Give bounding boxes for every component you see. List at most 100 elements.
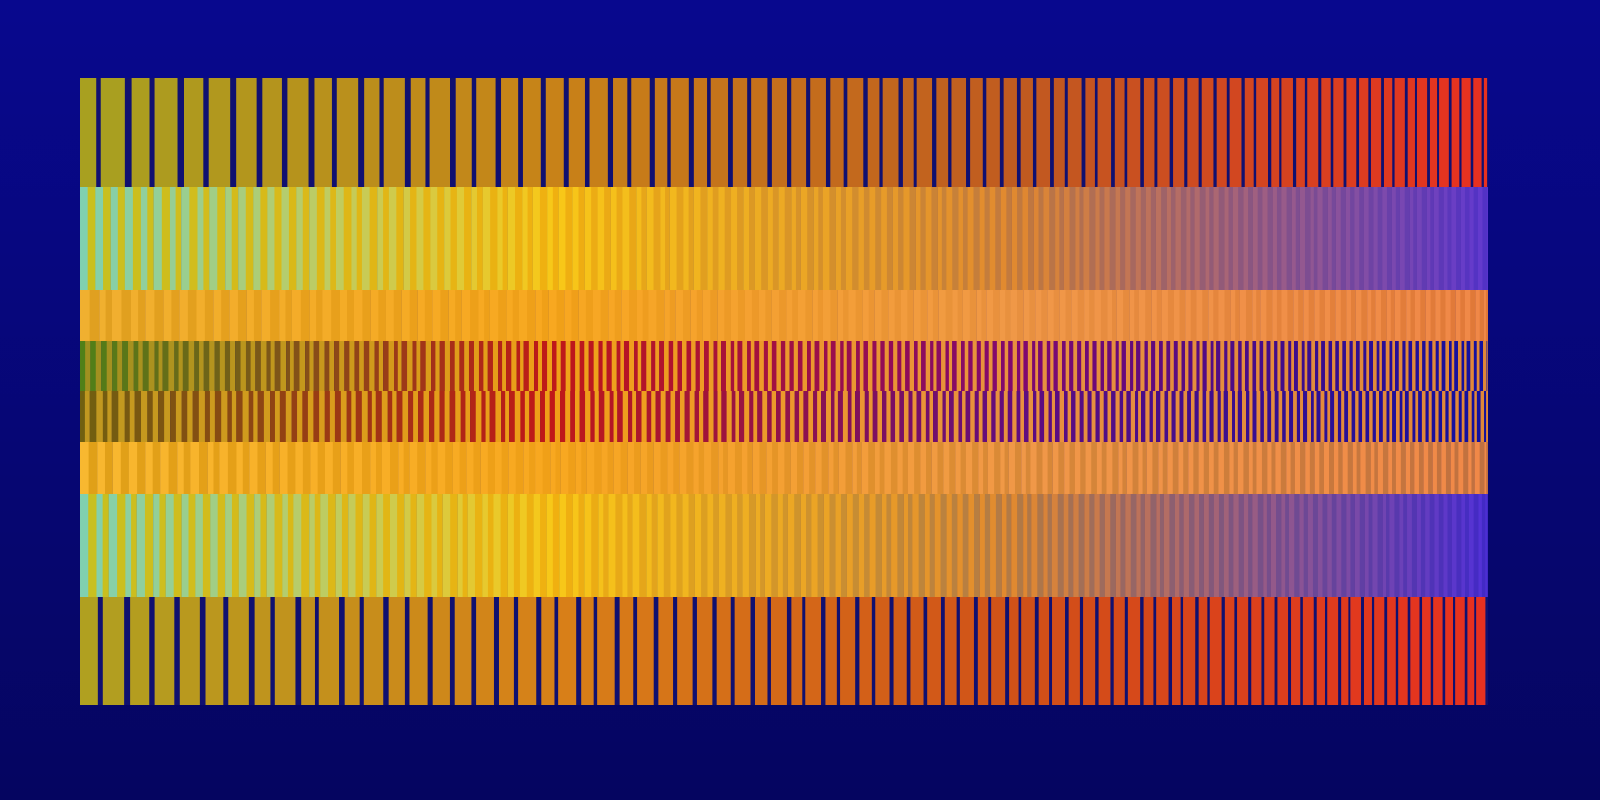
stripe (964, 341, 969, 391)
stripe (1011, 494, 1024, 597)
stripe (1445, 290, 1456, 341)
stripe (369, 187, 378, 290)
stripe (513, 597, 519, 705)
stripe (673, 341, 678, 391)
stripe (941, 187, 947, 290)
stripe (653, 597, 659, 705)
stripe (1143, 78, 1158, 187)
stripe (1307, 78, 1322, 187)
stripe (575, 391, 580, 442)
stripe (840, 187, 846, 290)
stripe (660, 391, 666, 442)
stripe (1049, 187, 1056, 290)
stripe (1300, 597, 1303, 705)
stripe (1079, 597, 1084, 705)
stripe (542, 442, 551, 494)
stripe (1438, 494, 1444, 597)
stripe (1386, 391, 1393, 442)
stripe (1034, 597, 1039, 705)
stripe (829, 494, 836, 597)
stripe (1122, 442, 1127, 494)
stripe (1130, 187, 1136, 290)
stripe (942, 391, 950, 442)
stripe (686, 442, 694, 494)
stripe (1368, 494, 1373, 597)
stripe (349, 341, 355, 391)
stripe (483, 341, 488, 391)
stripe (1044, 391, 1049, 442)
stripe (918, 494, 925, 597)
stripe (95, 341, 102, 391)
stripe (663, 494, 671, 597)
stripe (1453, 597, 1456, 705)
stripe (203, 187, 210, 290)
stripe (1036, 391, 1040, 442)
stripe (1172, 597, 1184, 705)
stripe (528, 341, 535, 391)
stripe (936, 341, 946, 391)
stripe (1416, 494, 1426, 597)
stripe (1038, 597, 1053, 705)
stripe (425, 341, 432, 391)
stripe (889, 597, 894, 705)
stripe (987, 391, 992, 442)
stripe (977, 597, 992, 705)
stripe (960, 442, 966, 494)
stripe (792, 290, 798, 341)
stripe (1324, 597, 1328, 705)
stripe (505, 391, 510, 442)
stripe (1373, 341, 1377, 391)
stripe (632, 391, 637, 442)
stripe (1271, 391, 1275, 442)
stripe (807, 341, 815, 391)
stripe (1329, 442, 1334, 494)
stripe (459, 442, 467, 494)
stripe (578, 494, 585, 597)
stripe (776, 341, 781, 391)
stripe (147, 187, 154, 290)
stripe (1445, 341, 1450, 391)
stripe (762, 391, 768, 442)
stripe (1248, 187, 1253, 290)
stripe (1459, 78, 1462, 187)
stripe (1104, 341, 1108, 391)
stripe (696, 597, 717, 705)
stripe (158, 341, 163, 391)
stripe (457, 494, 468, 597)
stripe (88, 494, 97, 597)
stripe (1442, 597, 1446, 705)
stripe (141, 391, 148, 442)
stripe (793, 341, 798, 391)
stripe (274, 187, 282, 290)
stripe (97, 597, 103, 705)
stripe (1053, 341, 1062, 391)
stripe (545, 78, 569, 187)
stripe (1234, 341, 1239, 391)
stripe (1029, 290, 1036, 341)
stripe (818, 187, 823, 290)
stripe (924, 494, 935, 597)
stripe (183, 442, 191, 494)
stripe (133, 341, 143, 391)
stripe (1438, 187, 1444, 290)
stripe (725, 341, 731, 391)
stripe (1121, 341, 1131, 391)
stripe (554, 597, 559, 705)
stripe (940, 597, 945, 705)
stripe (976, 341, 985, 391)
stripe (1115, 187, 1126, 290)
stripe (1400, 442, 1406, 494)
stripe (753, 391, 758, 442)
stripe (1370, 78, 1384, 187)
stripe (397, 494, 405, 597)
stripe (381, 391, 388, 442)
stripe (897, 341, 906, 391)
stripe (1470, 290, 1476, 341)
stripe (1345, 187, 1355, 290)
stripe (948, 78, 952, 187)
stripe (393, 290, 402, 341)
stripe (1252, 442, 1257, 494)
stripe (1008, 341, 1017, 391)
stripe (649, 78, 655, 187)
stripe (1451, 78, 1462, 187)
